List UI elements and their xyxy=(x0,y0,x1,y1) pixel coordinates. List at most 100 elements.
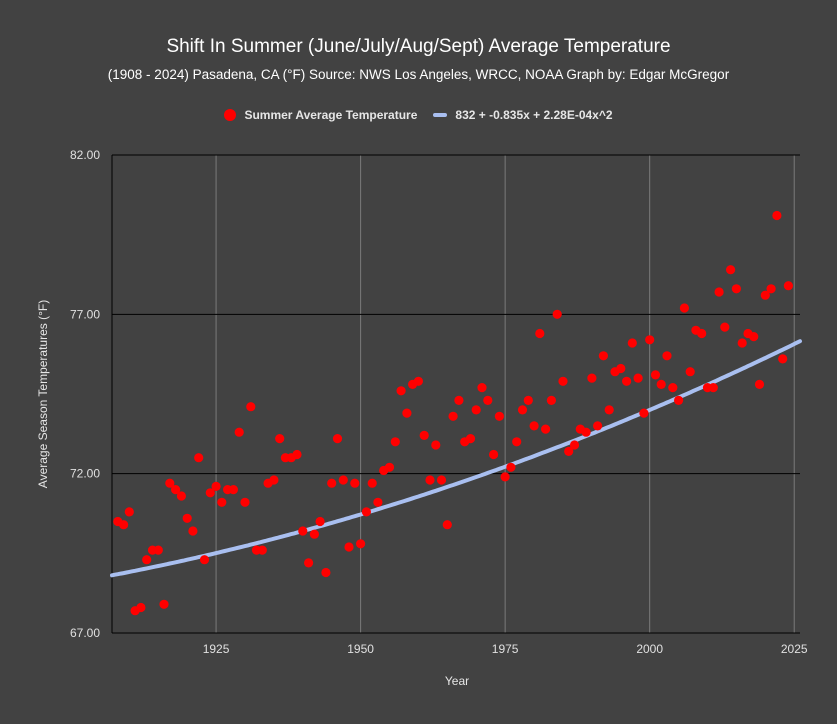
y-tick-label: 67.00 xyxy=(70,626,100,640)
data-point xyxy=(315,516,325,527)
data-point xyxy=(737,338,747,348)
legend-item-trendline[interactable]: 832 + -0.835x + 2.28E-04x^2 xyxy=(433,108,613,122)
data-point xyxy=(344,542,354,552)
data-point xyxy=(489,449,499,460)
x-tick-label: 1925 xyxy=(203,642,230,656)
data-point xyxy=(390,437,400,447)
scatter-points xyxy=(113,210,794,616)
data-point xyxy=(153,545,163,555)
data-point xyxy=(529,421,539,431)
data-point xyxy=(754,379,765,389)
data-point xyxy=(708,383,718,393)
legend-item-points[interactable]: Summer Average Temperature xyxy=(224,108,417,122)
data-point xyxy=(240,497,250,507)
data-point xyxy=(783,281,794,291)
data-point xyxy=(159,599,169,609)
data-point xyxy=(332,434,343,444)
data-point xyxy=(720,322,730,332)
data-point xyxy=(731,284,742,294)
data-point xyxy=(142,555,152,565)
data-point xyxy=(257,545,267,555)
data-point xyxy=(569,440,580,450)
data-point xyxy=(465,434,476,444)
data-point xyxy=(772,210,782,221)
data-point xyxy=(760,290,770,300)
trendline-layer xyxy=(110,339,802,578)
data-point xyxy=(541,424,551,434)
data-point xyxy=(622,376,632,386)
chart-title: Shift In Summer (June/July/Aug/Sept) Ave… xyxy=(166,36,671,57)
data-point xyxy=(477,383,487,393)
data-point xyxy=(413,376,423,386)
data-point xyxy=(361,507,371,517)
data-point xyxy=(217,497,227,507)
data-point xyxy=(726,265,736,275)
data-point xyxy=(309,529,319,539)
data-point xyxy=(436,475,447,485)
data-point xyxy=(402,408,412,418)
data-point xyxy=(419,430,429,440)
axis-labels: 1925 1950 1975 2000 2025 67.00 72.00 77.00 82.00… xyxy=(36,148,808,688)
data-point xyxy=(546,395,557,405)
data-point xyxy=(228,485,238,495)
grid-lines xyxy=(111,154,800,634)
data-point xyxy=(535,328,545,339)
data-point xyxy=(442,520,452,530)
x-tick-label: 2000 xyxy=(636,642,663,656)
data-point xyxy=(766,284,776,294)
data-point xyxy=(182,513,192,523)
data-point xyxy=(304,558,314,568)
data-point xyxy=(205,488,215,498)
data-point xyxy=(685,367,695,377)
data-point xyxy=(697,328,707,339)
data-point xyxy=(749,332,759,342)
data-point xyxy=(645,335,655,345)
data-point xyxy=(506,462,516,472)
data-point xyxy=(558,376,568,386)
data-point xyxy=(356,539,366,549)
y-tick-label: 72.00 xyxy=(70,467,100,481)
data-point xyxy=(321,567,331,578)
data-point xyxy=(176,491,186,501)
data-point xyxy=(564,446,574,456)
data-point xyxy=(454,395,464,405)
legend-line-icon xyxy=(433,113,448,117)
data-point xyxy=(656,379,666,389)
trendline xyxy=(110,339,802,578)
chart-subtitle: (1908 - 2024) Pasadena, CA (°F) Source: … xyxy=(107,67,730,82)
data-point xyxy=(165,478,175,488)
data-point xyxy=(639,408,649,418)
data-point xyxy=(517,405,528,415)
data-point xyxy=(679,303,690,313)
data-point xyxy=(292,449,302,460)
data-point xyxy=(581,427,591,437)
x-axis-title: Year xyxy=(445,674,469,688)
data-point xyxy=(778,354,788,364)
x-tick-label: 1950 xyxy=(347,642,374,656)
data-point xyxy=(234,427,244,437)
data-point xyxy=(211,481,221,491)
legend-dot-icon xyxy=(224,109,237,121)
data-point xyxy=(350,478,360,488)
data-point xyxy=(662,351,672,361)
data-point xyxy=(384,462,395,472)
data-point xyxy=(471,405,481,415)
data-point xyxy=(269,475,279,485)
data-point xyxy=(136,602,146,613)
data-point xyxy=(275,434,285,444)
data-point xyxy=(633,373,643,383)
data-point xyxy=(373,497,383,507)
y-tick-label: 77.00 xyxy=(70,307,100,321)
data-point xyxy=(194,453,204,463)
x-tick-label: 2025 xyxy=(781,642,808,656)
chart-legend: Summer Average Temperature 832 + -0.835x… xyxy=(0,108,837,122)
data-point xyxy=(668,383,678,393)
data-point xyxy=(483,395,493,405)
data-point xyxy=(674,395,684,405)
data-point xyxy=(298,526,308,536)
data-point xyxy=(396,386,406,396)
data-point xyxy=(512,437,522,447)
data-point xyxy=(425,475,435,485)
data-point xyxy=(523,395,533,405)
